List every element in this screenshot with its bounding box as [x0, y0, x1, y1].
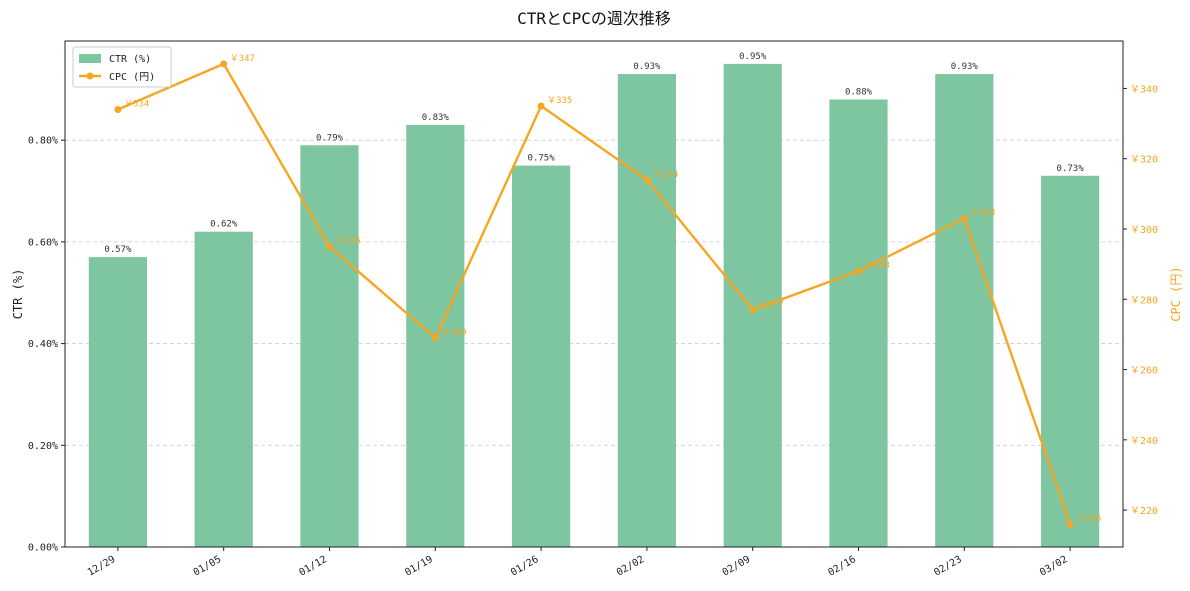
ctr-data-label: 0.73% [1057, 164, 1085, 174]
x-tick-label: 01/05 [192, 554, 224, 579]
legend-ctr-swatch [79, 54, 101, 63]
cpc-data-label: ￥334 [124, 100, 149, 110]
cpc-data-label: ￥269 [441, 328, 466, 338]
cpc-data-label: ￥288 [865, 261, 890, 271]
chart-title: CTRとCPCの週次推移 [517, 9, 671, 28]
y2-tick-label: ￥260 [1130, 366, 1158, 377]
ctr-data-label: 0.62% [210, 220, 238, 230]
x-tick-label: 02/02 [615, 554, 647, 579]
cpc-point [114, 106, 122, 114]
ctr-data-label: 0.75% [528, 154, 556, 164]
cpc-data-label: ￥347 [230, 54, 255, 64]
ctr-bar [512, 165, 571, 548]
cpc-data-label: ￥277 [759, 300, 784, 310]
y2-tick-label: ￥280 [1130, 295, 1158, 306]
ctr-bar [300, 145, 359, 547]
cpc-data-label: ￥216 [1076, 514, 1101, 524]
ctr-data-label: 0.79% [316, 133, 344, 143]
y-tick-label: 0.20% [28, 441, 58, 452]
legend-ctr-label: CTR (%) [109, 54, 151, 65]
y2-tick-label: ￥320 [1130, 155, 1158, 166]
y-tick-label: 0.00% [28, 543, 58, 554]
ctr-bar [829, 99, 888, 547]
ctr-bar [1041, 175, 1100, 547]
ctr-data-label: 0.57% [104, 245, 132, 255]
ctr-bar [935, 74, 994, 548]
x-tick-label: 02/16 [826, 554, 858, 579]
x-tick-label: 01/19 [403, 554, 435, 579]
y2-tick-label: ￥340 [1130, 84, 1158, 95]
legend-cpc-label: CPC (円) [109, 72, 155, 83]
x-tick-label: 02/09 [721, 554, 753, 579]
cpc-point [1066, 520, 1074, 528]
plot-frame [64, 40, 1124, 548]
y2-tick-label: ￥240 [1130, 436, 1158, 447]
ctr-data-label: 0.95% [739, 52, 767, 62]
x-tick-label: 02/23 [932, 554, 964, 579]
cpc-data-label: ￥335 [547, 96, 572, 106]
x-tick-label: 01/26 [509, 554, 541, 579]
ctr-bar [617, 74, 676, 548]
cpc-point [960, 214, 968, 222]
ctr-data-label: 0.93% [633, 62, 661, 72]
y-tick-label: 0.40% [28, 339, 58, 350]
cpc-point [749, 306, 757, 314]
y-axis-label: CTR (%) [11, 269, 25, 320]
y-tick-label: 0.60% [28, 237, 58, 248]
cpc-line [117, 62, 1072, 525]
cpc-point [326, 243, 333, 251]
x-tick-label: 03/02 [1038, 554, 1070, 579]
y2-tick-label: ￥300 [1130, 225, 1158, 236]
cpc-point [855, 267, 862, 275]
y2-axis-label: CPC (円) [1169, 266, 1183, 321]
ctr-bar [194, 231, 253, 547]
cpc-point [220, 60, 228, 68]
ctr-data-label: 0.93% [951, 62, 979, 72]
x-tick-label: 01/12 [297, 554, 329, 579]
cpc-point [431, 334, 439, 342]
cpc-point [643, 176, 651, 184]
y2-tick-label: ￥220 [1130, 506, 1158, 517]
cpc-data-label: ￥303 [970, 208, 995, 218]
ctr-data-label: 0.83% [422, 113, 450, 123]
legend-cpc-marker [86, 72, 94, 80]
x-tick-label: 12/29 [86, 554, 118, 579]
ctr-data-label: 0.88% [845, 87, 873, 97]
ctr-bar [723, 63, 782, 547]
cpc-data-label: ￥295 [336, 237, 361, 247]
y-tick-label: 0.80% [28, 136, 58, 147]
cpc-data-label: ￥314 [653, 170, 678, 180]
cpc-point [537, 102, 545, 110]
ctr-bar [88, 257, 147, 547]
